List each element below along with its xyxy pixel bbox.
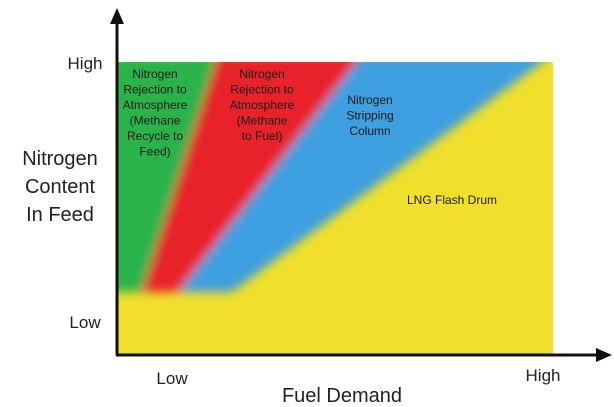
region-map	[117, 62, 553, 355]
region-label: Atmosphere	[123, 98, 188, 112]
region-label: Nitrogen	[132, 67, 177, 81]
region-label: (Methane	[237, 114, 288, 128]
region-label: LNG Flash Drum	[407, 193, 497, 207]
region-label: Feed)	[139, 145, 170, 159]
region-label: Nitrogen	[347, 93, 392, 107]
region-label: Column	[349, 124, 390, 138]
x-high-label: High	[526, 366, 561, 385]
region-green	[117, 62, 216, 292]
y-low-label: Low	[69, 313, 101, 332]
x-arrow	[596, 348, 612, 362]
x-axis-title: Fuel Demand	[282, 385, 402, 407]
region-label: Atmosphere	[230, 98, 295, 112]
region-label: to Fuel)	[242, 129, 283, 143]
y-axis-title: Content	[25, 176, 95, 198]
region-label: Recycle to	[127, 129, 183, 143]
region-label: Rejection to	[123, 83, 187, 97]
region-label: Nitrogen	[239, 67, 284, 81]
y-axis-title: In Feed	[26, 204, 94, 226]
region-label: Stripping	[346, 109, 393, 123]
region-label: Rejection to	[230, 83, 294, 97]
x-low-label: Low	[156, 369, 188, 388]
y-arrow	[110, 8, 124, 24]
y-axis-title: Nitrogen	[22, 148, 98, 170]
y-high-label: High	[68, 54, 103, 73]
region-label: (Methane	[130, 114, 181, 128]
